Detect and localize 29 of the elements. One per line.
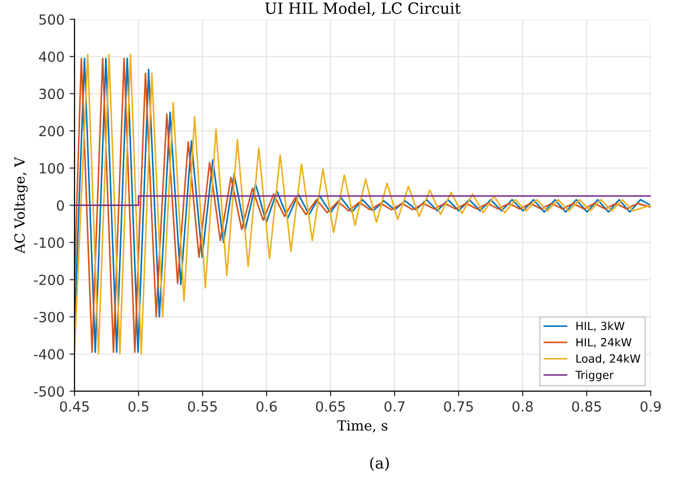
x-tick-label: 0.5 [128, 401, 148, 412]
y-axis-title: AC Voltage, V [14, 156, 28, 254]
x-axis-title: Time, s [337, 420, 388, 432]
legend-label: HIL, 3kW [576, 322, 624, 332]
chart-title: UI HIL Model, LC Circuit [265, 2, 461, 16]
x-tick-label: 0.8 [512, 401, 533, 412]
legend-label: HIL, 24kW [576, 338, 632, 348]
x-tick-label: 0.65 [316, 401, 345, 412]
x-tick-label: 0.85 [572, 401, 601, 412]
x-tick-label: 0.45 [60, 401, 89, 412]
y-tick-label: -200 [34, 274, 64, 286]
y-tick-label: 300 [39, 88, 64, 100]
legend-label: Load, 24kW [576, 354, 640, 364]
y-tick-label: -400 [34, 349, 64, 360]
y-tick-label: 200 [39, 126, 64, 136]
y-tick-label: 400 [38, 51, 64, 62]
x-tick-label: 0.9 [640, 401, 661, 412]
x-tick-label: 0.7 [384, 401, 404, 412]
text: (a) [370, 456, 389, 471]
y-tick-label: -500 [34, 386, 64, 397]
y-tick-label: -100 [34, 237, 64, 248]
y-tick-label: 0 [56, 200, 64, 211]
x-tick-label: 0.55 [188, 401, 217, 412]
legend-label: Trigger [575, 370, 614, 382]
x-tick-label: 0.75 [444, 401, 473, 412]
y-tick-label: 500 [39, 14, 64, 25]
x-tick-label: 0.6 [256, 401, 277, 412]
y-tick-label: 100 [40, 163, 64, 174]
y-tick-label: -300 [34, 312, 64, 322]
